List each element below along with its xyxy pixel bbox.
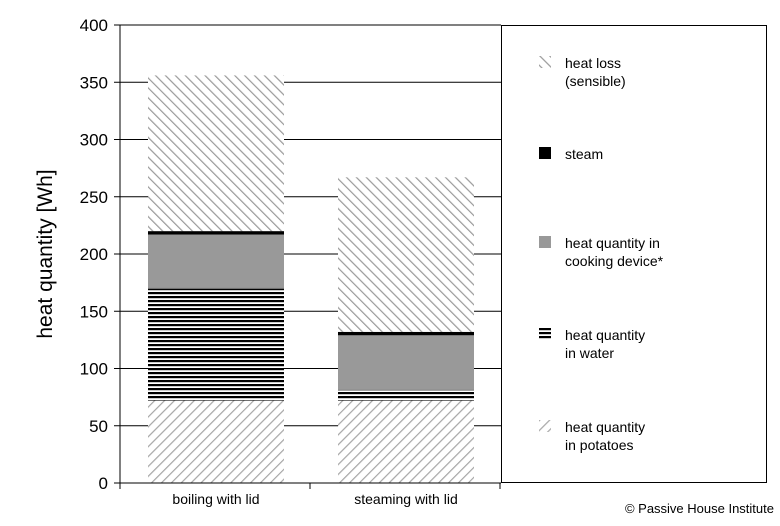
bar-1-segment-2: [338, 335, 474, 391]
copyright-credit: © Passive House Institute: [624, 501, 774, 516]
legend-item-2: heat quantity in cooking device*: [539, 234, 663, 270]
legend-swatch-3: [539, 328, 551, 340]
legend-frame: [501, 25, 767, 483]
bar-0-segment-2: [148, 234, 284, 289]
y-tick-label-8: 400: [80, 16, 108, 35]
bar-1-segment-1: [338, 390, 474, 401]
legend-swatch-1: [539, 147, 551, 159]
x-tick-label-0: boiling with lid: [172, 491, 259, 507]
legend-item-3: heat quantity in water: [539, 326, 645, 362]
y-tick-label-6: 300: [80, 131, 108, 150]
y-tick-label-2: 100: [80, 360, 108, 379]
bar-1-segment-4: [338, 177, 474, 332]
bar-0-segment-0: [148, 400, 284, 483]
y-tick-label-0: 0: [99, 474, 108, 493]
legend-swatch-0: [539, 56, 551, 68]
y-tick-label-3: 150: [80, 302, 108, 321]
bar-0-segment-4: [148, 75, 284, 232]
x-tick-label-1: steaming with lid: [354, 491, 458, 507]
legend-item-1: steam: [539, 145, 603, 163]
bars: [148, 75, 474, 483]
legend: heat loss (sensible) steam heat quantity i…: [503, 26, 765, 480]
legend-item-0: heat loss (sensible): [539, 54, 626, 90]
bar-1-segment-3: [338, 331, 474, 336]
y-tick-label-1: 50: [89, 417, 108, 436]
y-tick-label-7: 350: [80, 73, 108, 92]
legend-label-3: heat quantity in water: [565, 327, 646, 361]
bar-1-segment-0: [338, 400, 474, 483]
y-tick-labels: 0 50 100 150 200 250 300 350 400: [80, 16, 108, 493]
legend-label-0: heat loss (sensible): [565, 55, 626, 89]
x-tick-labels: boiling with lid steaming with lid: [172, 491, 457, 507]
legend-label-4: heat quantity in potatoes: [565, 419, 646, 453]
y-tick-label-4: 200: [80, 245, 108, 264]
bar-0-segment-1: [148, 288, 284, 401]
bar-0-segment-3: [148, 231, 284, 235]
legend-label-1: steam: [565, 146, 604, 162]
legend-swatch-4: [539, 420, 551, 432]
legend-label-2: heat quantity in cooking device*: [565, 235, 664, 269]
legend-swatch-2: [539, 236, 551, 248]
axes: [114, 24, 501, 489]
y-axis-label: heat quantity [Wh]: [34, 169, 57, 338]
y-tick-label-5: 250: [80, 188, 108, 207]
legend-item-4: heat quantity in potatoes: [539, 418, 645, 454]
